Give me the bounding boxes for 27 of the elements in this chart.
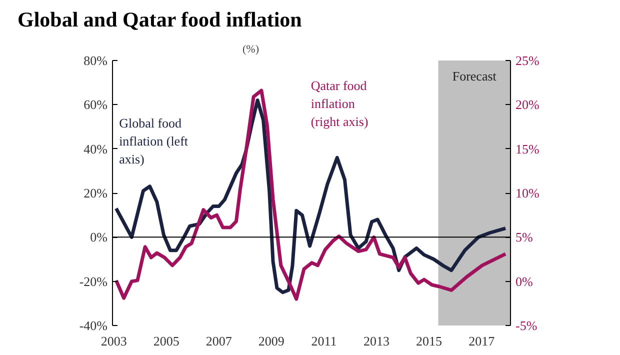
y-tick-label: 40% [84,141,108,156]
y-tick-label: -20% [79,274,108,289]
y2-tick-label: 25% [516,53,540,68]
y2-tick-label: 10% [516,186,540,200]
y-tick-label: -40% [79,318,108,333]
x-tick-label: 2009 [258,334,284,348]
y2-tick-label: 0% [516,274,533,289]
x-tick-label: 2013 [364,334,390,348]
x-tick-label: 2007 [206,334,232,348]
y2-tick-label: 5% [516,230,533,245]
y2-tick-label: 15% [516,141,540,156]
x-tick-label: 2017 [468,334,496,348]
band-label: Forecast [452,68,497,84]
x-tick-label: 2011 [311,334,337,348]
y2-tick-label: -5% [516,318,538,333]
x-tick-label: 2003 [100,334,127,348]
chart-title: Global and Qatar food inflation [18,8,302,32]
y2-tick-label: 20% [516,97,540,112]
y-tick-label: 0% [90,230,108,245]
chart-subtitle: (%) [242,44,260,56]
y-tick-label: 20% [84,186,108,200]
x-tick-label: 2015 [416,334,442,348]
x-tick-label: 2005 [153,334,180,348]
y-tick-label: 80% [84,53,108,68]
text: Qatar food inflation (right axis) [310,78,368,130]
y-tick-label: 60% [84,97,108,112]
text: Global food inflation (left axis) [119,116,188,167]
